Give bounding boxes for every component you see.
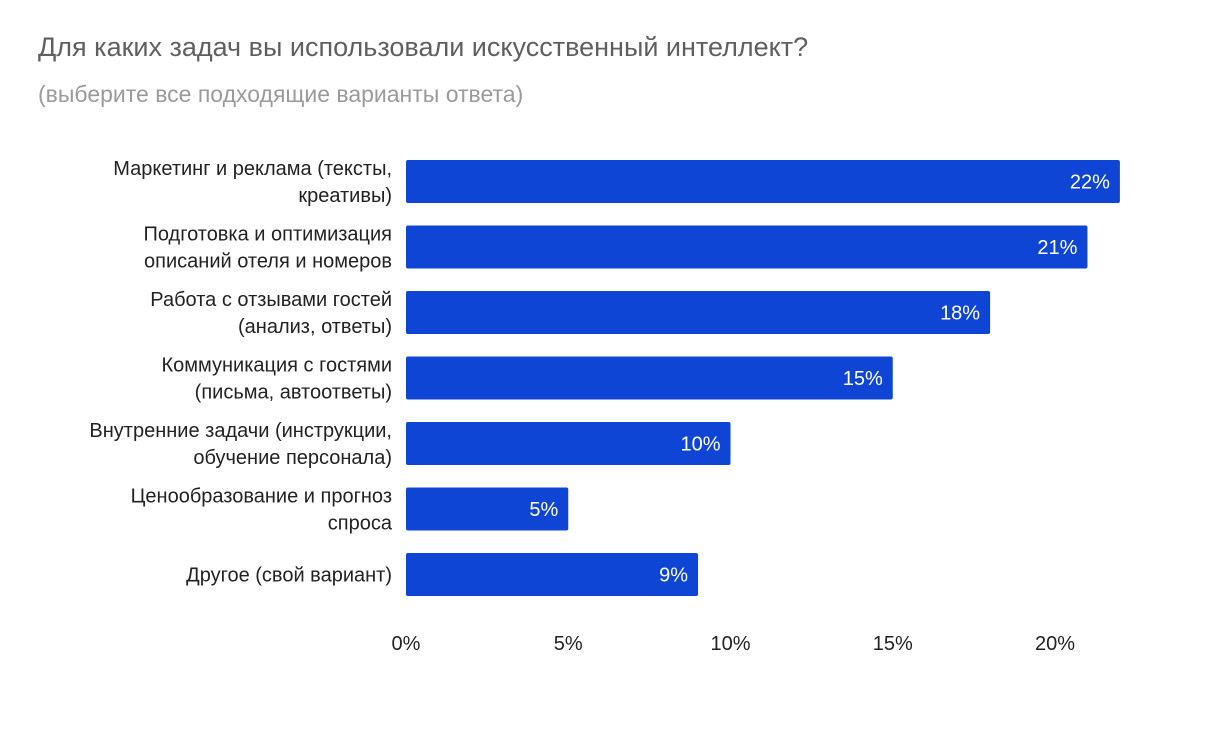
bar-value-label-3: 15% <box>843 368 883 390</box>
category-label-4-line-1: обучение персонала) <box>193 447 392 469</box>
category-label-3-line-0: Коммуникация с гостями <box>162 355 393 377</box>
chart-title: Для каких задач вы использовали искусств… <box>38 32 809 62</box>
bar-4 <box>406 422 731 465</box>
bar-value-label-4: 10% <box>680 434 720 456</box>
bar-1 <box>406 225 1088 269</box>
bar-value-label-0: 22% <box>1070 172 1110 194</box>
x-tick-label-4: 20% <box>1035 633 1075 655</box>
bar-value-label-2: 18% <box>940 303 980 325</box>
category-label-1-line-0: Подготовка и оптимизация <box>143 224 392 246</box>
chart-subtitle: (выберите все подходящие варианты ответа… <box>38 81 524 107</box>
category-label-1-line-1: описаний отеля и номеров <box>144 251 392 273</box>
x-tick-label-0: 0% <box>392 633 421 655</box>
category-label-6-line-0: Другое (свой вариант) <box>186 565 392 587</box>
bar-3 <box>406 356 893 400</box>
category-label-2-line-0: Работа с отзывами гостей <box>150 289 392 311</box>
category-label-5-line-0: Ценообразование и прогноз <box>131 486 392 508</box>
category-label-4-line-0: Внутренние задачи (инструкции, <box>89 420 392 442</box>
bar-value-label-6: 9% <box>659 565 688 587</box>
category-label-0-line-1: креативы) <box>298 185 392 207</box>
bar-5 <box>406 487 569 531</box>
x-tick-label-2: 10% <box>710 633 750 655</box>
x-tick-label-3: 15% <box>873 633 913 655</box>
bar-value-label-5: 5% <box>529 499 558 521</box>
category-label-0-line-0: Маркетинг и реклама (тексты, <box>113 158 392 180</box>
x-tick-label-1: 5% <box>554 633 583 655</box>
category-label-3-line-1: (письма, автоответы) <box>195 382 392 404</box>
bar-2 <box>406 291 991 334</box>
category-label-5-line-1: спроса <box>328 513 393 535</box>
bar-0 <box>406 160 1120 203</box>
category-label-2-line-1: (анализ, ответы) <box>238 316 392 338</box>
bar-6 <box>406 553 699 596</box>
bar-value-label-1: 21% <box>1037 237 1077 259</box>
